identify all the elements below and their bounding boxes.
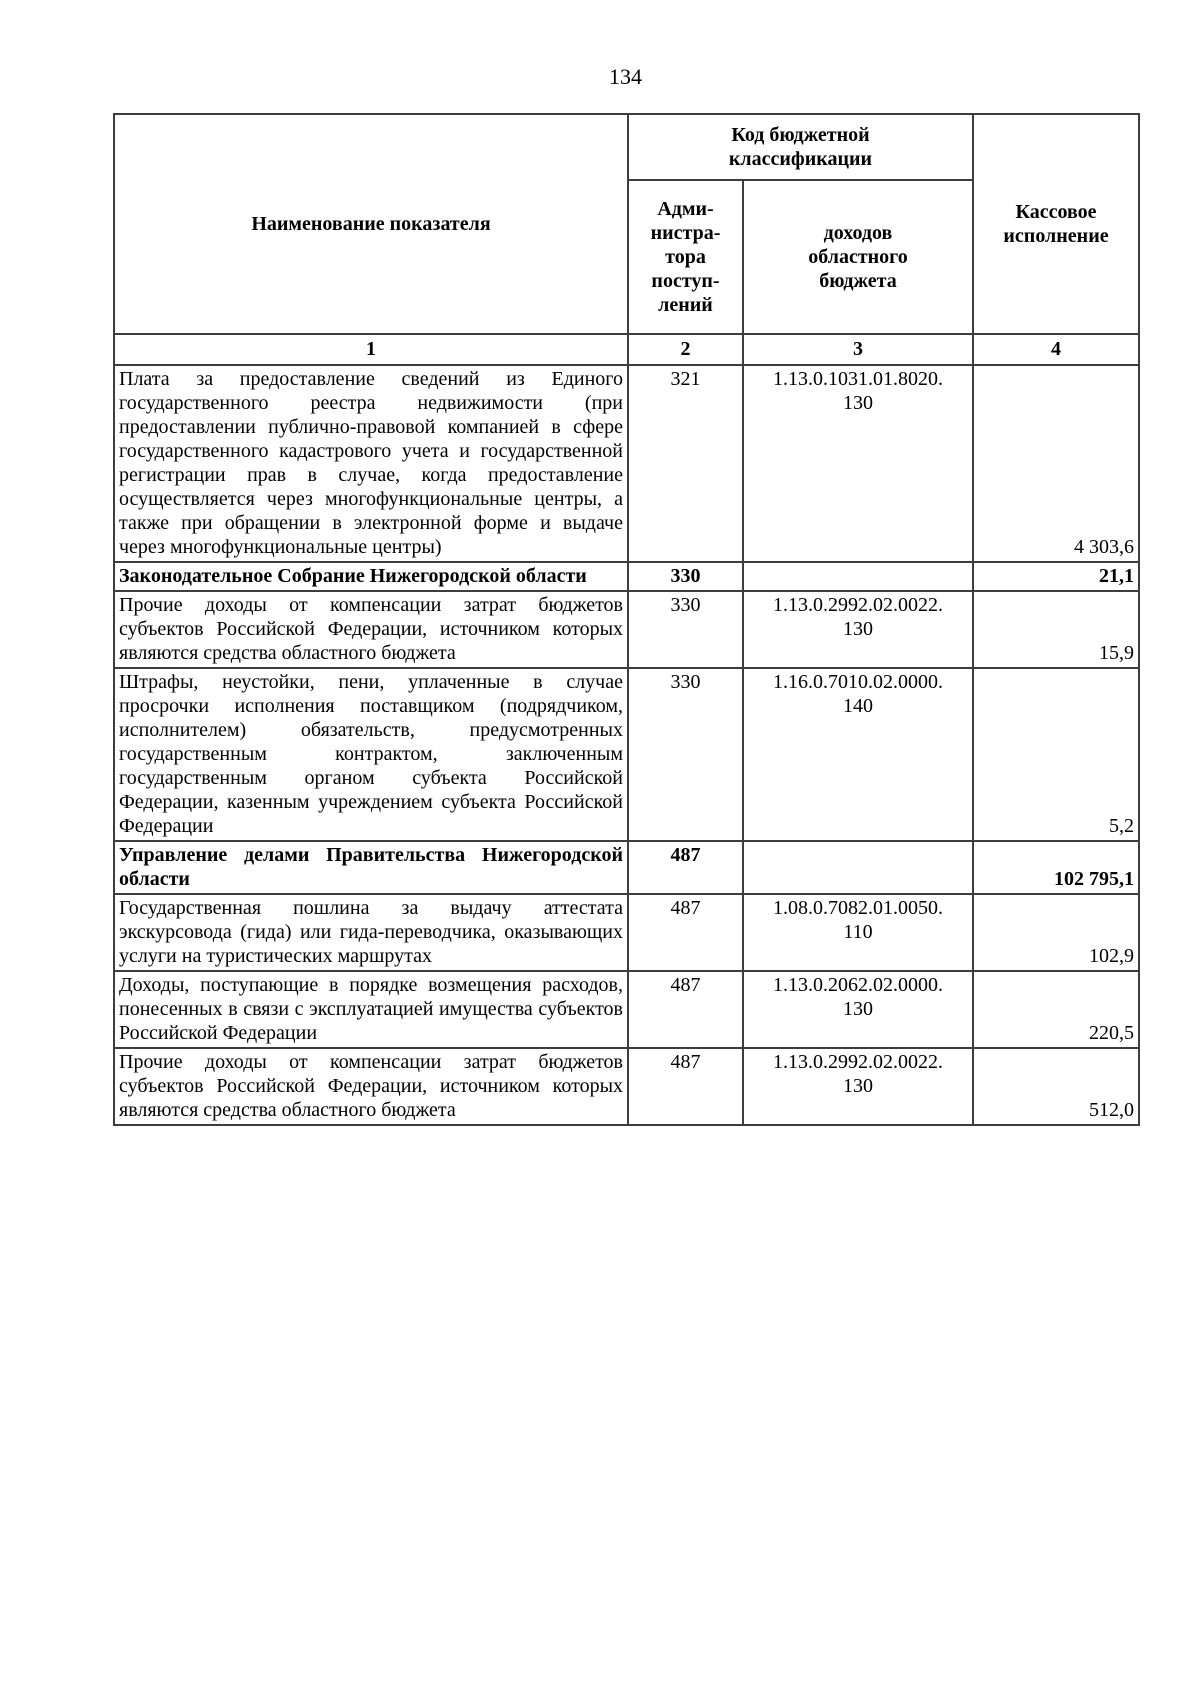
classification-code-cell: 1.08.0.7082.01.0050. 110: [742, 893, 974, 972]
classification-code-cell: 1.13.0.1031.01.8020. 130: [742, 364, 974, 563]
indicator-name-cell: Плата за предоставление сведений из Един…: [113, 364, 629, 563]
admin-code-cell: 487: [627, 970, 744, 1049]
classification-code-cell: [742, 561, 974, 592]
classification-code-cell: 1.13.0.2992.02.0022. 130: [742, 590, 974, 669]
classification-code-cell: 1.13.0.2992.02.0022. 130: [742, 1047, 974, 1126]
indicator-name-cell: Прочие доходы от компенсации затрат бюдж…: [113, 1047, 629, 1126]
cash-execution-cell: 21,1: [972, 561, 1140, 592]
admin-code-cell: 330: [627, 561, 744, 592]
header-indicator-name: Наименование показателя: [113, 113, 629, 335]
cash-execution-cell: 15,9: [972, 590, 1140, 669]
table-subheader-row: Адми- нистра- тора поступ- лений доходов…: [114, 179, 1139, 335]
admin-code-cell: 330: [627, 667, 744, 842]
cash-execution-cell: 102 795,1: [972, 840, 1140, 895]
classification-code-cell: [742, 840, 974, 895]
cash-execution-cell: 102,9: [972, 893, 1140, 972]
header-budget-classification-code: Код бюджетной классификации: [627, 113, 974, 181]
column-number-4: 4: [972, 333, 1140, 366]
admin-code-cell: 487: [627, 1047, 744, 1126]
indicator-name-cell: Прочие доходы от компенсации затрат бюдж…: [113, 590, 629, 669]
table-row: Штрафы, неустойки, пени, уплаченные в сл…: [113, 667, 1140, 842]
admin-code-cell: 330: [627, 590, 744, 669]
column-number-3: 3: [742, 333, 974, 366]
column-number-2: 2: [627, 333, 744, 366]
header-revenue-administrator: Адми- нистра- тора поступ- лений: [627, 179, 744, 335]
classification-code-cell: 1.13.0.2062.02.0000. 130: [742, 970, 974, 1049]
table-row: Плата за предоставление сведений из Един…: [113, 364, 1140, 563]
table-row: Прочие доходы от компенсации затрат бюдж…: [113, 590, 1140, 669]
cash-execution-cell: 512,0: [972, 1047, 1140, 1126]
cash-execution-cell: 5,2: [972, 667, 1140, 842]
indicator-name-cell: Законодательное Собрание Нижегородской о…: [113, 561, 629, 592]
table-row: Доходы, поступающие в порядке возмещения…: [113, 970, 1140, 1049]
indicator-name-cell: Штрафы, неустойки, пени, уплаченные в сл…: [113, 667, 629, 842]
table-row: Прочие доходы от компенсации затрат бюдж…: [113, 1047, 1140, 1126]
cash-execution-cell: 220,5: [972, 970, 1140, 1049]
table-row-section: Управление делами Правительства Нижегоро…: [113, 840, 1140, 895]
column-number-1: 1: [113, 333, 629, 366]
table-row: Государственная пошлина за выдачу аттест…: [113, 893, 1140, 972]
page-number: 134: [609, 64, 642, 89]
indicator-name-cell: Доходы, поступающие в порядке возмещения…: [113, 970, 629, 1049]
admin-code-cell: 321: [627, 364, 744, 563]
budget-execution-table: Наименование показателя Код бюджетной кл…: [113, 113, 1140, 1126]
table-header-row: Наименование показателя Код бюджетной кл…: [113, 113, 1140, 335]
header-cash-execution: Кассовое исполнение: [972, 113, 1140, 335]
classification-code-cell: 1.16.0.7010.02.0000. 140: [742, 667, 974, 842]
admin-code-cell: 487: [627, 893, 744, 972]
admin-code-cell: 487: [627, 840, 744, 895]
column-number-row: 1 2 3 4: [113, 333, 1140, 366]
header-regional-budget-revenue-code: доходов областного бюджета: [742, 179, 974, 335]
cash-execution-cell: 4 303,6: [972, 364, 1140, 563]
table-row-section: Законодательное Собрание Нижегородской о…: [113, 561, 1140, 592]
indicator-name-cell: Государственная пошлина за выдачу аттест…: [113, 893, 629, 972]
indicator-name-cell: Управление делами Правительства Нижегоро…: [113, 840, 629, 895]
